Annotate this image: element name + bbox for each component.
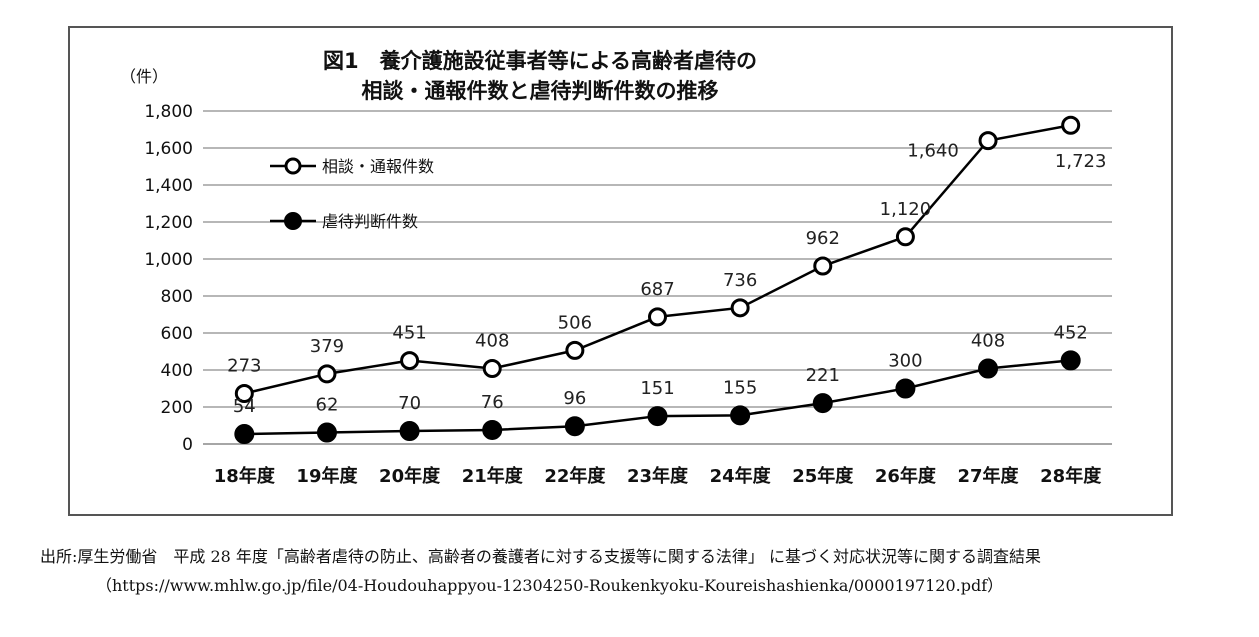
data-label: 687 bbox=[640, 279, 674, 300]
data-point-filled bbox=[978, 358, 999, 379]
data-point-filled bbox=[399, 421, 420, 442]
x-tick-label: 23年度 bbox=[627, 465, 689, 487]
y-tick-label: 1,000 bbox=[144, 250, 193, 270]
x-tick-label: 27年度 bbox=[958, 465, 1020, 487]
y-tick-label: 400 bbox=[161, 361, 193, 381]
data-label: 379 bbox=[310, 336, 344, 357]
x-tick-label: 20年度 bbox=[379, 465, 441, 487]
y-tick-label: 1,200 bbox=[144, 213, 193, 233]
data-point-hollow bbox=[648, 307, 667, 327]
data-label: 155 bbox=[723, 377, 757, 398]
x-tick-label: 24年度 bbox=[710, 465, 772, 487]
x-tick-label: 21年度 bbox=[462, 465, 524, 487]
data-point-hollow bbox=[813, 256, 833, 276]
source-citation: 出所:厚生労働省 平成 28 年度「高齢者虐待の防止、高齢者の養護者に対する支援… bbox=[40, 547, 1042, 566]
data-point-hollow bbox=[978, 131, 998, 151]
x-tick-label: 26年度 bbox=[875, 465, 937, 487]
data-label: 1,723 bbox=[1055, 151, 1107, 172]
data-label: 70 bbox=[398, 393, 421, 414]
data-point-filled bbox=[730, 405, 751, 426]
chart-frame: 図1 養介護施設従事者等による高齢者虐待の 相談・通報件数と虐待判断件数の推移 … bbox=[68, 26, 1173, 516]
data-label: 151 bbox=[640, 378, 674, 399]
data-label: 1,640 bbox=[907, 141, 959, 162]
y-tick-label: 1,400 bbox=[144, 176, 193, 196]
data-label: 506 bbox=[558, 312, 592, 333]
x-tick-label: 19年度 bbox=[296, 465, 358, 487]
data-label: 54 bbox=[233, 396, 256, 417]
source-url[interactable]: （https://www.mhlw.go.jp/file/04-Houdouha… bbox=[96, 576, 1004, 595]
data-label: 452 bbox=[1054, 322, 1088, 343]
chart-title-line-2: 相談・通報件数と虐待判断件数の推移 bbox=[362, 79, 719, 103]
y-tick-label: 1,600 bbox=[144, 139, 193, 159]
y-axis-unit-label: （件） bbox=[120, 67, 168, 86]
data-point-filled bbox=[234, 424, 255, 445]
data-label: 736 bbox=[723, 270, 757, 291]
data-label: 221 bbox=[806, 365, 840, 386]
data-point-hollow bbox=[234, 383, 254, 403]
legend-label: 虐待判断件数 bbox=[322, 212, 418, 231]
legend-marker bbox=[284, 157, 302, 175]
y-tick-label: 0 bbox=[182, 435, 193, 455]
data-label: 962 bbox=[806, 228, 840, 249]
data-point-filled bbox=[647, 406, 668, 427]
data-label: 1,120 bbox=[880, 199, 932, 220]
data-point-filled bbox=[482, 419, 503, 440]
x-tick-label: 18年度 bbox=[214, 465, 276, 487]
y-tick-label: 600 bbox=[161, 324, 193, 344]
data-point-filled bbox=[1060, 350, 1081, 371]
data-point-hollow bbox=[565, 340, 585, 360]
legend-marker bbox=[284, 212, 302, 230]
data-point-filled bbox=[895, 378, 916, 399]
data-point-hollow bbox=[317, 364, 337, 384]
y-tick-label: 200 bbox=[161, 398, 193, 418]
data-label: 76 bbox=[481, 392, 504, 413]
data-label: 300 bbox=[888, 351, 922, 372]
legend-label: 相談・通報件数 bbox=[322, 157, 434, 176]
data-point-filled bbox=[316, 422, 337, 443]
data-label: 451 bbox=[392, 323, 426, 344]
x-tick-label: 28年度 bbox=[1040, 465, 1102, 487]
line-chart: 図1 養介護施設従事者等による高齢者虐待の 相談・通報件数と虐待判断件数の推移 … bbox=[120, 49, 1112, 487]
data-point-hollow bbox=[400, 351, 420, 371]
y-tick-label: 800 bbox=[161, 287, 193, 307]
data-label: 408 bbox=[971, 331, 1005, 352]
y-tick-label: 1,800 bbox=[144, 102, 193, 122]
chart-title-line-1: 図1 養介護施設従事者等による高齢者虐待の bbox=[323, 49, 757, 73]
data-point-hollow bbox=[1061, 115, 1081, 135]
x-tick-label: 25年度 bbox=[792, 465, 854, 487]
data-label: 408 bbox=[475, 331, 509, 352]
data-point-filled bbox=[812, 393, 833, 414]
data-point-hollow bbox=[730, 298, 750, 318]
data-point-hollow bbox=[895, 227, 915, 247]
data-label: 96 bbox=[563, 388, 586, 409]
chart-title: 図1 養介護施設従事者等による高齢者虐待の 相談・通報件数と虐待判断件数の推移 bbox=[323, 49, 757, 103]
data-point-filled bbox=[564, 416, 585, 437]
data-point-hollow bbox=[482, 359, 502, 379]
data-label: 62 bbox=[316, 395, 339, 416]
x-tick-label: 22年度 bbox=[544, 465, 606, 487]
data-label: 273 bbox=[227, 355, 261, 376]
